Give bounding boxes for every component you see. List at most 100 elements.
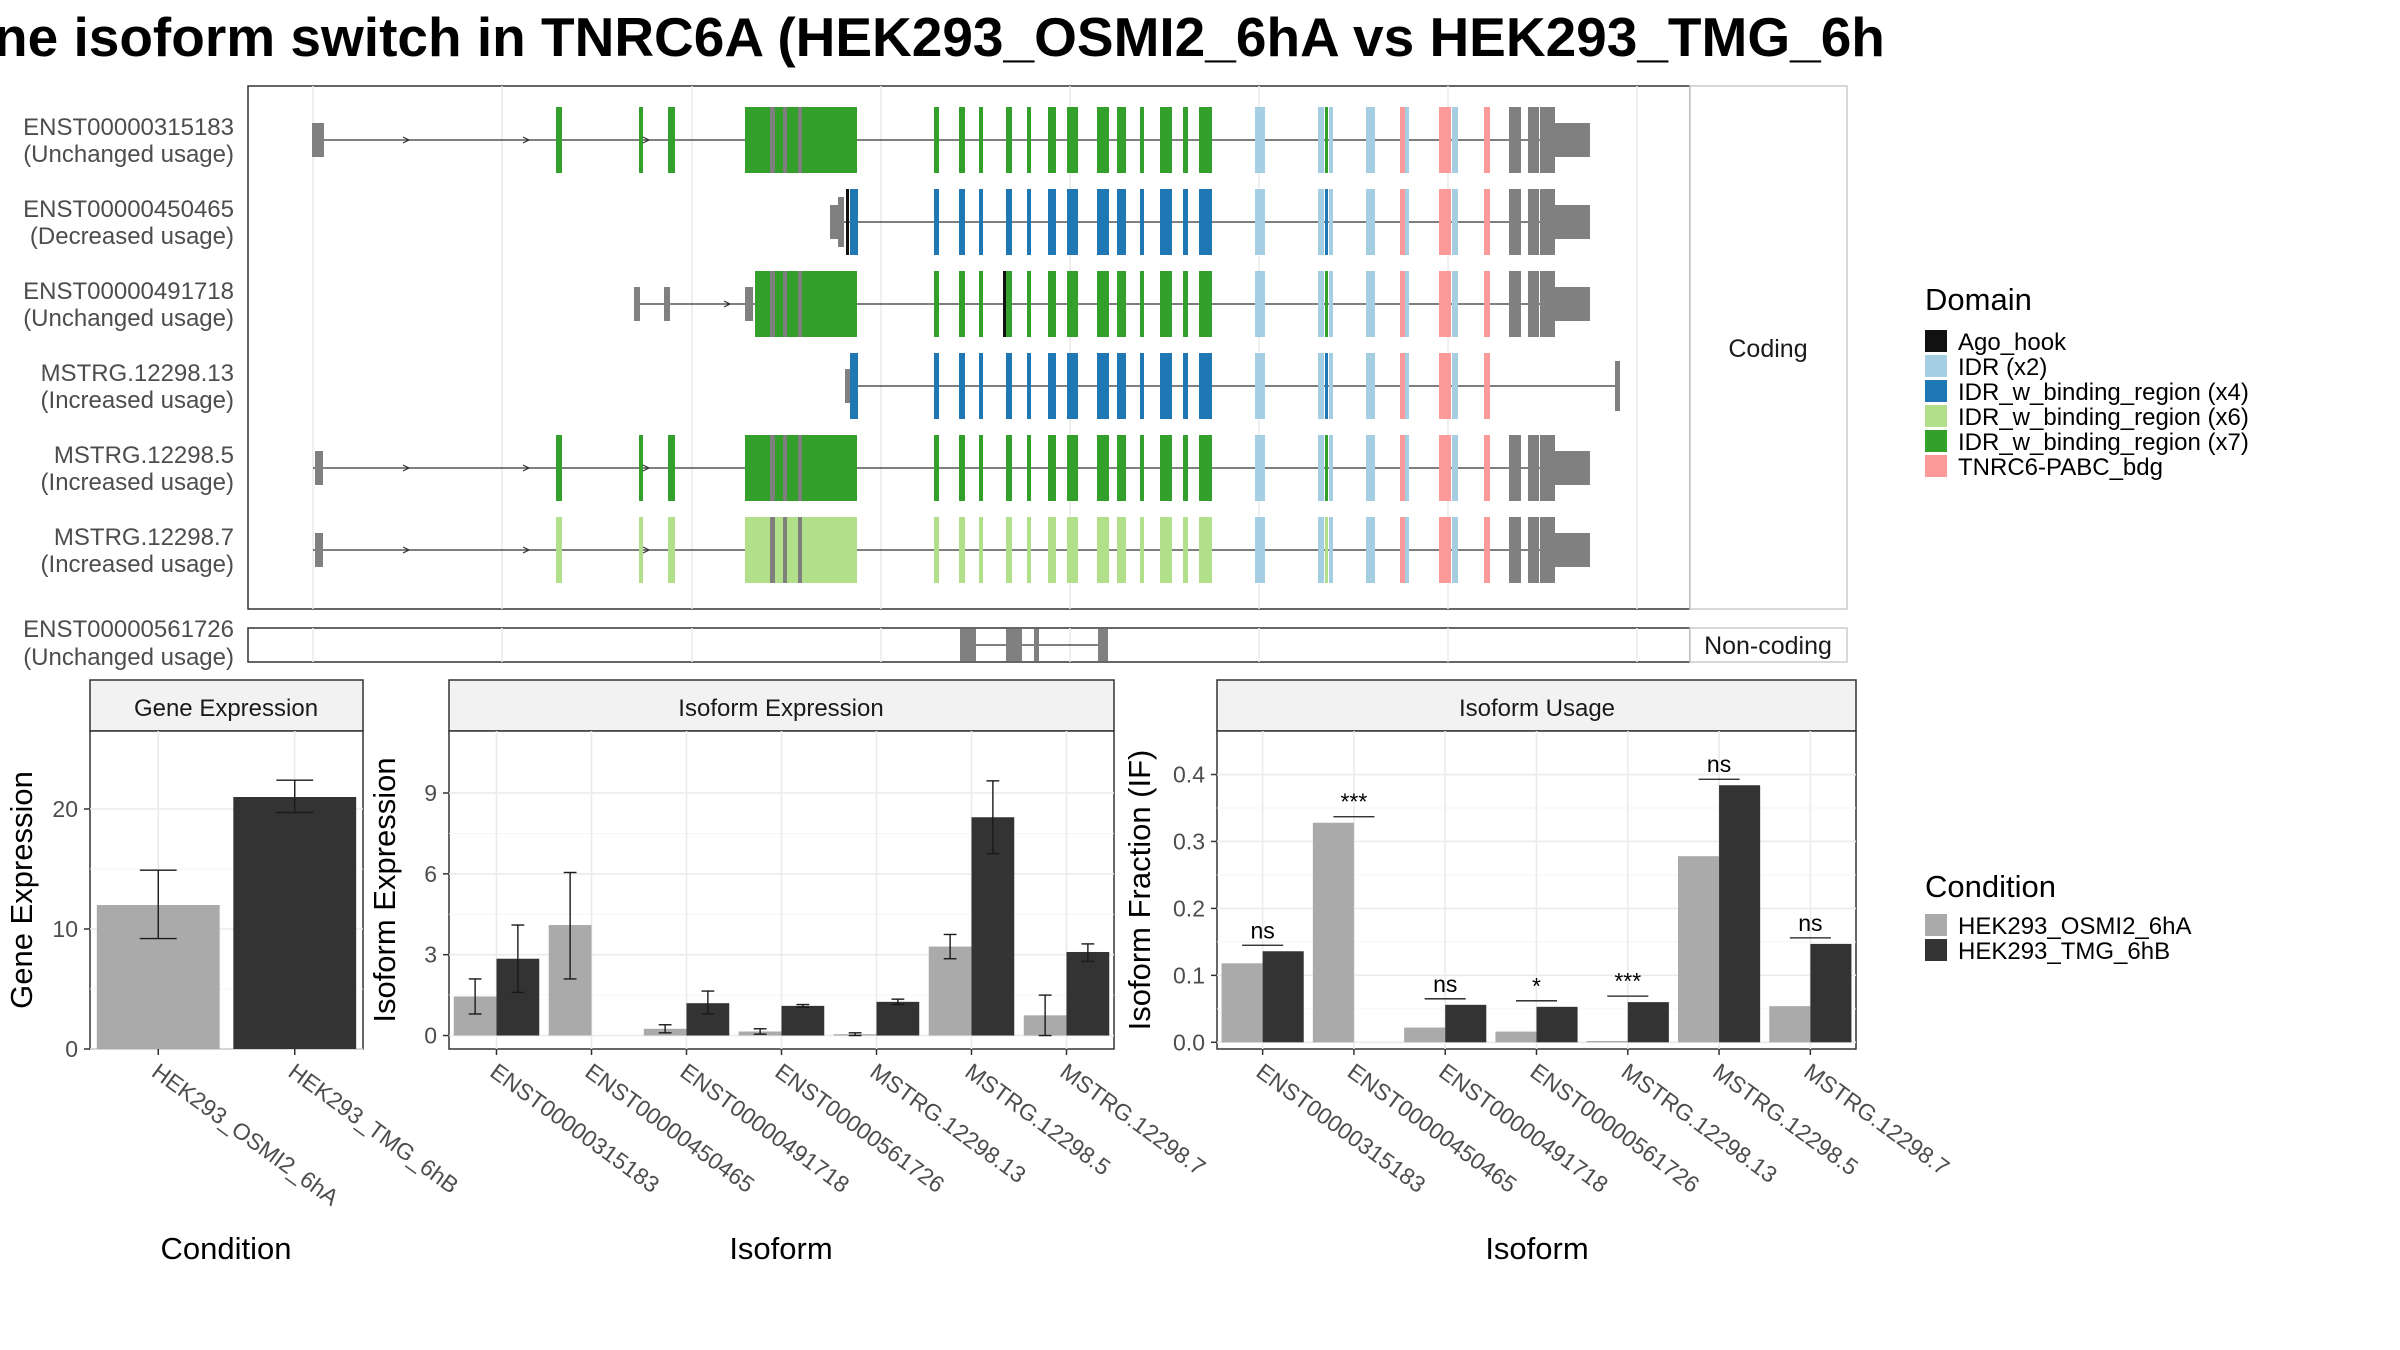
exon-12 (1097, 353, 1109, 419)
x-tick-label: ENST00000491718 (1434, 1058, 1613, 1198)
exon-2 (668, 107, 675, 173)
transcript-usage-label: (Decreased usage) (30, 223, 234, 250)
utr-3 (1540, 107, 1555, 173)
tail-exon-3 (1329, 435, 1333, 501)
transcript-usage-label: (Unchanged usage) (23, 644, 234, 671)
exon-11 (1067, 517, 1078, 583)
tail-exon-10 (1509, 517, 1521, 583)
y-tick-label: 0 (424, 1023, 437, 1049)
noncoding-strip-label: Non-coding (1704, 632, 1832, 660)
bar-HEK293_TMG_6hB-0 (233, 797, 357, 1049)
exon-6 (959, 517, 965, 583)
tail-exon-9 (1484, 271, 1490, 337)
coding-strip (1689, 85, 1848, 610)
exon-11 (1067, 107, 1078, 173)
utr-5 (845, 369, 850, 403)
tail-exon-2 (1325, 517, 1328, 583)
tail-exon-8 (1452, 107, 1458, 173)
exon-5 (934, 189, 939, 255)
exon-8 (1006, 353, 1012, 419)
tail-exon-1 (1318, 517, 1324, 583)
exon-split-2 (798, 107, 802, 173)
legend-key-2 (1925, 380, 1947, 402)
gene-expression-bars (96, 779, 357, 1049)
y-tick-label: 20 (52, 796, 78, 822)
exon-split-0 (770, 107, 775, 173)
legend-label-1: IDR (x2) (1958, 354, 2047, 381)
exon-13 (1117, 107, 1126, 173)
condition-label-1: HEK293_TMG_6hB (1958, 938, 2170, 965)
exon-6 (959, 107, 965, 173)
tail-exon-8 (1452, 353, 1458, 419)
exon-16 (1183, 107, 1188, 173)
exon-15 (1160, 271, 1172, 337)
exon-16 (1183, 271, 1188, 337)
isoform-expression-panel: Isoform Expression 0369ENST00000315183EN… (367, 679, 1210, 1266)
exon-2 (668, 435, 675, 501)
tail-exon-0 (1255, 353, 1265, 419)
tail-exon-4 (1366, 435, 1375, 501)
tail-exon-2 (1325, 189, 1328, 255)
x-tick-label: ENST00000491718 (676, 1058, 855, 1198)
tail-exon-3 (1329, 271, 1333, 337)
condition-key-0 (1925, 914, 1947, 936)
isoform-structure-panel: Coding Non-coding ENST00000315183(Unchan… (23, 85, 1848, 671)
utr-5b (838, 197, 844, 247)
tail-exon-11 (1528, 435, 1539, 501)
tail-exon-10 (1509, 271, 1521, 337)
isoform-expression-bars (453, 780, 1110, 1037)
exon-16 (1183, 517, 1188, 583)
y-tick-label: 6 (424, 861, 437, 887)
x-tick-label: ENST00000450465 (581, 1058, 760, 1198)
x-tick-label: ENST00000315183 (486, 1058, 665, 1198)
significance-label: *** (1340, 789, 1367, 815)
exon-6 (959, 435, 965, 501)
legend-key-4 (1925, 430, 1947, 452)
tail-exon-7 (1439, 435, 1451, 501)
y-tick-label: 0.2 (1173, 895, 1205, 921)
x-tick-label: MSTRG.12298.13 (1617, 1058, 1782, 1188)
tail-exon-8 (1452, 189, 1458, 255)
transcript-MSTRG.12298.5 (313, 435, 1590, 501)
tail-exon-0 (1255, 189, 1265, 255)
bar-ENST00000561726-0 (1495, 1031, 1537, 1043)
tail-exon-4 (1366, 353, 1375, 419)
bar-MSTRG.12298.5-1 (1719, 785, 1761, 1043)
exon-0 (556, 107, 562, 173)
tail-exon-1 (1318, 353, 1324, 419)
tail-exon-9 (1484, 517, 1490, 583)
exon-8 (1006, 517, 1012, 583)
transcript-usage-label: (Unchanged usage) (23, 141, 234, 168)
exon-11 (1067, 435, 1078, 501)
exon-9 (1027, 353, 1031, 419)
legend-label-2: IDR_w_binding_region (x4) (1958, 379, 2249, 406)
y-tick-label: 0.3 (1173, 828, 1205, 854)
transcript-labels: ENST00000315183(Unchanged usage)ENST0000… (23, 114, 234, 671)
exon-12 (1097, 107, 1109, 173)
exon-0 (556, 435, 562, 501)
legend-key-0 (1925, 330, 1947, 352)
y-tick-label: 10 (52, 916, 78, 942)
tail-exon-8 (1452, 435, 1458, 501)
exon-9 (1027, 107, 1031, 173)
transcript-id-label: MSTRG.12298.7 (54, 524, 234, 551)
x-tick-label: ENST00000561726 (771, 1058, 950, 1198)
utr-3 (1540, 271, 1555, 337)
bar-MSTRG.12298.7-1 (1810, 943, 1852, 1043)
condition-key-1 (1925, 939, 1947, 961)
tail-exon-9 (1484, 435, 1490, 501)
exon-split-2 (798, 435, 802, 501)
exon-14 (1140, 189, 1144, 255)
nc-exon-3 (1098, 629, 1108, 661)
utr-3 (1540, 517, 1555, 583)
exon-10 (1048, 107, 1056, 173)
ago-hook (1003, 271, 1006, 337)
utr-5 (634, 287, 640, 321)
tail-exon-8 (1452, 271, 1458, 337)
tail-exon-10 (1509, 189, 1521, 255)
exon-1 (639, 107, 643, 173)
tail-exon-6 (1405, 353, 1409, 419)
